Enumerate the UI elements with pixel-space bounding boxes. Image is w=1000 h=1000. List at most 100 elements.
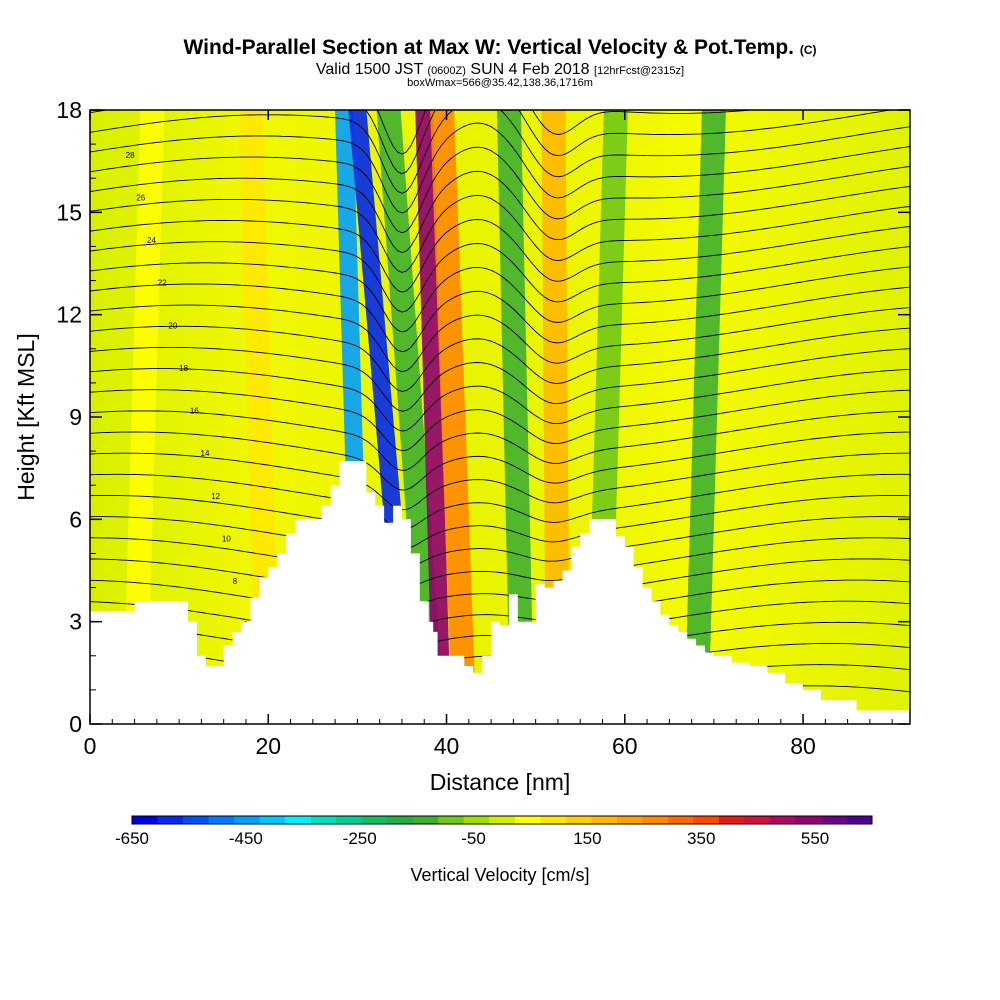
isentrope-line (90, 410, 910, 471)
isentrope-line (90, 283, 910, 353)
velocity-band-4 (430, 110, 477, 724)
terrain (90, 461, 910, 724)
isentrope-line (90, 495, 910, 550)
isentrope-label: 16 (190, 407, 199, 416)
isentrope-label: 12 (211, 492, 220, 501)
y-axis-label: Height [Kft MSL] (13, 333, 39, 500)
y-tick-label: 6 (69, 506, 82, 532)
colorbar-swatch (336, 816, 363, 824)
isentrope-line (90, 262, 910, 333)
velocity-band-5 (496, 110, 535, 724)
y-tick-label: 12 (56, 302, 82, 328)
isentrope-line (90, 516, 910, 569)
isentrope-label: 26 (136, 193, 145, 202)
colorbar-tick-label: -450 (229, 829, 263, 848)
isentrope-line (90, 146, 910, 234)
colorbar-swatch (132, 816, 159, 824)
isentrope-line (90, 452, 910, 511)
colorbar-swatch (744, 816, 771, 824)
isentrope-line (90, 194, 910, 273)
colorbar: -650 -450 -250 -50 150 350 550 (115, 815, 873, 848)
x-tick-label: 60 (612, 733, 638, 759)
isentrope-line (90, 241, 910, 313)
colorbar-swatch (412, 816, 439, 824)
chart-title: Wind-Parallel Section at Max W: Vertical… (183, 36, 817, 59)
colorbar-swatch (718, 816, 745, 824)
isentrope-label: 18 (179, 364, 188, 373)
colorbar-swatch (693, 816, 720, 824)
colorbar-swatch (387, 816, 414, 824)
colorbar-frame (131, 815, 873, 825)
isentrope-line (90, 219, 910, 293)
colorbar-swatch (259, 816, 286, 824)
chart-subtitle: Valid 1500 JST (0600Z) SUN 4 Feb 2018 [1… (315, 61, 685, 78)
velocity-band-10 (122, 110, 165, 724)
colorbar-swatch (820, 816, 847, 824)
isentrope-label: 10 (222, 535, 231, 544)
y-tick-label: 15 (56, 199, 82, 225)
chart-boxwmax: boxWmax=566@35.42,138.36,1716m (407, 77, 593, 89)
isentrope-line (90, 110, 910, 194)
colorbar-swatch (667, 816, 694, 824)
isentrope-line (90, 368, 910, 432)
colorbar-swatch (310, 816, 337, 824)
colorbar-tick-label: -50 (461, 829, 486, 848)
isentrope-label: 8 (233, 577, 238, 586)
isentrope-line (90, 346, 910, 412)
isentrope-line (90, 170, 910, 253)
colorbar-swatch (361, 816, 388, 824)
terrain-fill (90, 461, 910, 724)
x-tick-label: 0 (84, 733, 97, 759)
colorbar-swatch (463, 816, 490, 824)
isentrope-label: 22 (158, 279, 167, 288)
colorbar-tick-label: 550 (801, 829, 829, 848)
colorbar-swatch (565, 816, 592, 824)
colorbar-swatch (489, 816, 516, 824)
colorbar-swatch (234, 816, 261, 824)
y-tick-label: 3 (69, 609, 82, 635)
colorbar-swatch (438, 816, 465, 824)
y-tick-label: 0 (69, 711, 82, 737)
x-tick-label: 20 (255, 733, 281, 759)
colorbar-swatch (157, 816, 184, 824)
colorbar-swatch (514, 816, 541, 824)
y-tick-label: 9 (69, 404, 82, 430)
y-tick-label: 18 (56, 97, 82, 123)
isentrope-line (90, 473, 910, 530)
velocity-band-2 (376, 110, 446, 724)
isentrope-line (90, 537, 910, 588)
x-tick-label: 80 (790, 733, 816, 759)
colorbar-swatch (285, 816, 312, 824)
colorbar-swatch (616, 816, 643, 824)
colorbar-swatch (795, 816, 822, 824)
x-tick-label: 40 (434, 733, 460, 759)
colorbar-swatch (769, 816, 796, 824)
velocity-field: 2826242220181614121086 (90, 110, 910, 724)
colorbar-tick-label: 150 (573, 829, 601, 848)
isentrope-line (90, 325, 910, 392)
isentrope-label: 14 (201, 449, 210, 458)
colorbar-tick-label: 350 (687, 829, 715, 848)
colorbar-swatch (642, 816, 669, 824)
isentrope-line (90, 304, 910, 373)
colorbar-swatch (183, 816, 210, 824)
velocity-band-8 (684, 110, 726, 724)
isentrope-line (90, 122, 910, 214)
isentrope-line (90, 431, 910, 491)
axes: 0 20 40 60 80 0 3 6 9 12 15 18 (56, 97, 910, 759)
colorbar-swatch (540, 816, 567, 824)
isentrope-label: 20 (168, 321, 177, 330)
colorbar-swatch (591, 816, 618, 824)
isentrope-line (90, 389, 910, 452)
colorbar-tick-label: -250 (343, 829, 377, 848)
isentrope-label: 28 (126, 151, 135, 160)
colorbar-label: Vertical Velocity [cm/s] (410, 865, 589, 885)
colorbar-swatch (846, 816, 873, 824)
colorbar-tick-label: -650 (115, 829, 149, 848)
isentrope-line (90, 558, 910, 608)
colorbar-swatch (208, 816, 235, 824)
isentrope-line (90, 110, 894, 175)
x-axis-label: Distance [nm] (430, 769, 571, 795)
isentrope-label: 24 (147, 236, 156, 245)
